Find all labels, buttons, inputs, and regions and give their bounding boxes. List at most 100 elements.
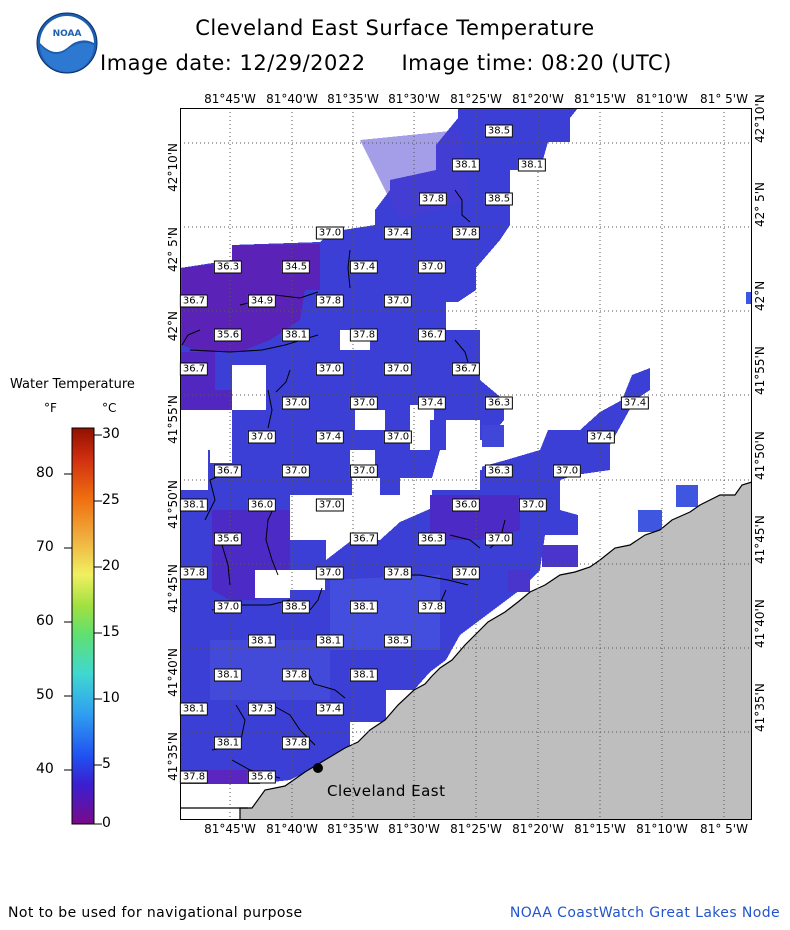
temperature-label: 37.4: [315, 702, 345, 716]
station-marker: [313, 763, 323, 773]
temperature-label: 36.7: [213, 464, 243, 478]
legend-tick-c: 25: [102, 492, 120, 508]
temperature-label: 38.1: [247, 634, 277, 648]
legend-tick-c: 15: [102, 624, 120, 640]
lat-label: 42°N: [753, 280, 767, 311]
lon-label: 81°20'W: [512, 92, 564, 106]
temperature-label: 35.6: [247, 770, 277, 784]
legend-tick-c: 10: [102, 690, 120, 706]
temperature-label: 36.7: [179, 362, 209, 376]
legend-unit-celsius: °C: [102, 401, 117, 415]
temperature-label: 37.4: [315, 430, 345, 444]
temperature-label: 37.0: [281, 396, 311, 410]
temperature-label: 37.8: [418, 192, 448, 206]
temperature-label: 37.8: [315, 294, 345, 308]
page-title: Cleveland East Surface Temperature: [195, 16, 595, 40]
temperature-label: 37.0: [315, 362, 345, 376]
lon-label: 81° 5'W: [700, 822, 748, 836]
lon-label: 81°40'W: [266, 92, 318, 106]
temperature-label: 34.9: [247, 294, 277, 308]
temperature-label: 38.1: [349, 668, 379, 682]
temperature-label: 37.8: [349, 328, 379, 342]
noaa-logo: NOAA: [36, 12, 98, 74]
temperature-label: 36.3: [213, 260, 243, 274]
temperature-label: 37.4: [417, 396, 447, 410]
temperature-label: 37.0: [349, 396, 379, 410]
lat-label: 41°40'N: [166, 648, 180, 697]
temperature-label: 37.0: [247, 430, 277, 444]
legend-tick-f: 40: [36, 761, 54, 777]
legend-title: Water Temperature: [10, 377, 135, 392]
lon-label: 81°40'W: [266, 822, 318, 836]
legend-tick-f: 50: [36, 687, 54, 703]
temperature-label: 37.8: [417, 600, 447, 614]
temperature-label: 37.8: [383, 566, 413, 580]
temperature-label: 37.0: [213, 600, 243, 614]
temperature-label: 37.0: [451, 566, 481, 580]
credit-text: NOAA CoastWatch Great Lakes Node: [509, 905, 780, 921]
temperature-label: 36.7: [349, 532, 379, 546]
lon-label: 81°35'W: [327, 92, 379, 106]
temperature-label: 38.1: [179, 498, 209, 512]
temperature-label: 37.0: [484, 532, 514, 546]
lat-label: 41°45'N: [753, 515, 767, 564]
temperature-label: 37.4: [383, 226, 413, 240]
lat-label: 42°N: [166, 311, 180, 342]
temperature-label: 36.3: [484, 464, 514, 478]
temperature-label: 37.8: [451, 226, 481, 240]
legend-tick-f: 70: [36, 539, 54, 555]
temperature-label: 38.5: [281, 600, 311, 614]
lon-label: 81°35'W: [327, 822, 379, 836]
temperature-label: 38.5: [383, 634, 413, 648]
temperature-label: 38.1: [349, 600, 379, 614]
temperature-label: 38.5: [484, 192, 514, 206]
legend-tick-c: 30: [102, 426, 120, 442]
lon-label: 81°15'W: [574, 822, 626, 836]
lon-label: 81°10'W: [636, 92, 688, 106]
lat-label: 41°55'N: [166, 395, 180, 444]
lon-label: 81°45'W: [204, 822, 256, 836]
temperature-label: 38.5: [484, 124, 514, 138]
graticule: [180, 108, 752, 820]
temperature-label: 37.0: [383, 362, 413, 376]
temperature-label: 38.1: [213, 668, 243, 682]
temperature-label: 37.8: [179, 566, 209, 580]
lon-label: 81°30'W: [388, 92, 440, 106]
temperature-label: 37.8: [281, 736, 311, 750]
temperature-label: 37.0: [281, 464, 311, 478]
lat-label: 41°40'N: [753, 599, 767, 648]
temperature-label: 37.8: [281, 668, 311, 682]
lat-label: 41°50'N: [753, 431, 767, 480]
lon-label: 81°30'W: [388, 822, 440, 836]
lon-label: 81°25'W: [450, 822, 502, 836]
temperature-label: 36.3: [484, 396, 514, 410]
temperature-label: 36.7: [179, 294, 209, 308]
lat-label: 41°35'N: [753, 683, 767, 732]
temperature-label: 38.1: [315, 634, 345, 648]
temperature-label: 34.5: [281, 260, 311, 274]
lon-label: 81°15'W: [574, 92, 626, 106]
lat-label: 41°45'N: [166, 564, 180, 613]
map-frame: [180, 108, 752, 820]
temperature-label: 37.0: [518, 498, 548, 512]
disclaimer-text: Not to be used for navigational purpose: [8, 905, 303, 921]
legend-tick-f: 60: [36, 613, 54, 629]
lat-label: 41°55'N: [753, 346, 767, 395]
temperature-label: 37.0: [383, 294, 413, 308]
lon-label: 81°45'W: [204, 92, 256, 106]
lat-label: 42°10'N: [753, 94, 767, 143]
land-area: [239, 481, 752, 820]
temperature-label: 37.0: [315, 226, 345, 240]
temperature-label: 38.1: [281, 328, 311, 342]
temperature-label: 36.0: [451, 498, 481, 512]
lat-label: 42° 5'N: [166, 227, 180, 272]
temperature-label: 37.4: [586, 430, 616, 444]
lat-label: 41°50'N: [166, 480, 180, 529]
temperature-label: 38.1: [213, 736, 243, 750]
temperature-label: 35.6: [213, 328, 243, 342]
svg-text:NOAA: NOAA: [53, 29, 82, 39]
temperature-label: 38.1: [179, 702, 209, 716]
legend-tick-c: 0: [102, 815, 111, 831]
temperature-label: 37.0: [417, 260, 447, 274]
legend-tick-c: 20: [102, 558, 120, 574]
